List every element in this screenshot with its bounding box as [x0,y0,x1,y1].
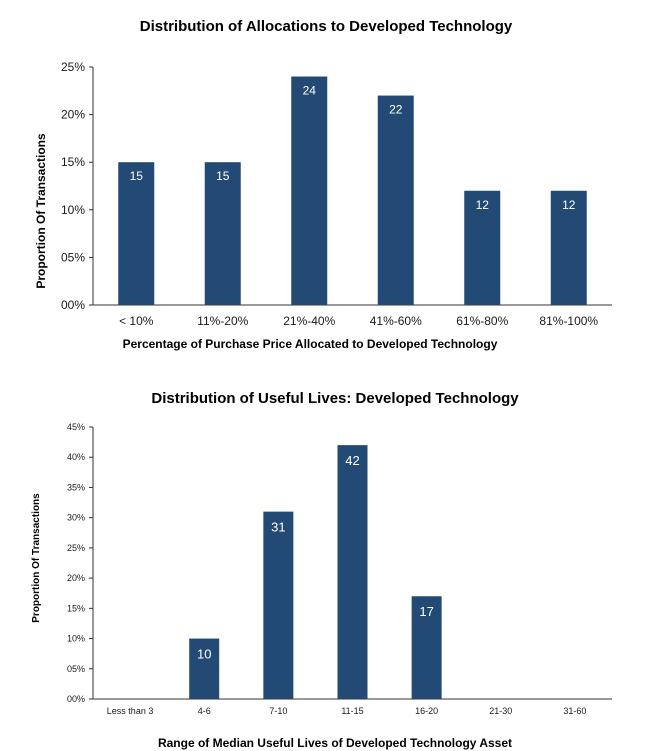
chart1-bar [118,162,155,305]
chart2-bar-value-label: 17 [419,604,433,619]
chart1-y-tick-label: 00% [61,298,85,312]
chart1-x-tick-label: 21%-40% [283,314,335,328]
chart2-bar [263,511,294,699]
chart2-bar [411,596,442,699]
chart2-y-tick-label: 20% [67,573,85,583]
chart2-x-axis-title: Range of Median Useful Lives of Develope… [158,736,512,750]
chart1-bar [204,162,241,305]
chart2-bar-value-label: 31 [271,520,285,535]
chart2-x-tick-label: 11-15 [341,706,363,716]
chart1-bar-value-label: 12 [476,198,490,212]
chart1-bar [550,190,587,305]
chart2-bar-value-label: 10 [197,647,211,662]
chart1-bar [464,190,501,305]
chart1-bar-value-label: 15 [216,169,230,183]
chart1-y-tick-label: 20% [61,108,85,122]
chart2-bar [337,445,368,699]
chart2-y-tick-label: 00% [67,694,85,704]
chart2-bar [189,638,220,699]
chart2-y-tick-label: 25% [67,543,85,553]
chart1-bar-value-label: 15 [130,169,144,183]
chart1-y-tick-label: 05% [61,250,85,264]
chart1-title: Distribution of Allocations to Developed… [140,18,513,35]
chart1-bar-value-label: 22 [389,103,403,117]
chart2-x-tick-label: 21-30 [489,706,512,716]
chart2-x-tick-label: 31-60 [563,706,586,716]
chart1-x-tick-label: 41%-60% [370,314,422,328]
chart2-y-tick-label: 15% [67,603,85,613]
chart2-y-tick-label: 40% [67,452,85,462]
chart1-bar-value-label: 12 [562,198,576,212]
chart1-y-tick-label: 25% [61,60,85,74]
chart2-y-tick-label: 10% [67,634,85,644]
chart2-y-tick-label: 05% [67,664,85,674]
chart2-x-tick-label: 4-6 [198,706,211,716]
chart1-x-axis-title: Percentage of Purchase Price Allocated t… [123,337,498,351]
chart2-x-tick-label: Less than 3 [107,706,154,716]
chart1-x-tick-label: 11%-20% [197,314,248,328]
chart1-bar [291,76,328,306]
chart1-x-tick-label: 61%-80% [456,314,508,328]
chart1-y-tick-label: 15% [61,155,85,169]
chart2-x-tick-label: 7-10 [269,706,287,716]
chart1-x-tick-label: 81%-100% [539,314,598,328]
chart1-y-tick-label: 10% [61,203,85,217]
chart1-bar-value-label: 24 [303,84,317,98]
chart2-title: Distribution of Useful Lives: Developed … [151,390,519,407]
chart1-x-tick-label: < 10% [119,314,154,328]
chart2-y-tick-label: 45% [67,422,85,432]
chart2-bar-value-label: 42 [345,453,359,468]
chart1-y-axis-title: Proportion Of Transactions [34,133,48,289]
chart2-y-axis-title: Proportion Of Transactions [31,493,42,623]
chart2-y-tick-label: 30% [67,513,85,523]
chart2-x-tick-label: 16-20 [415,706,438,716]
chart1-bar [377,95,414,305]
chart2-y-tick-label: 35% [67,482,85,492]
